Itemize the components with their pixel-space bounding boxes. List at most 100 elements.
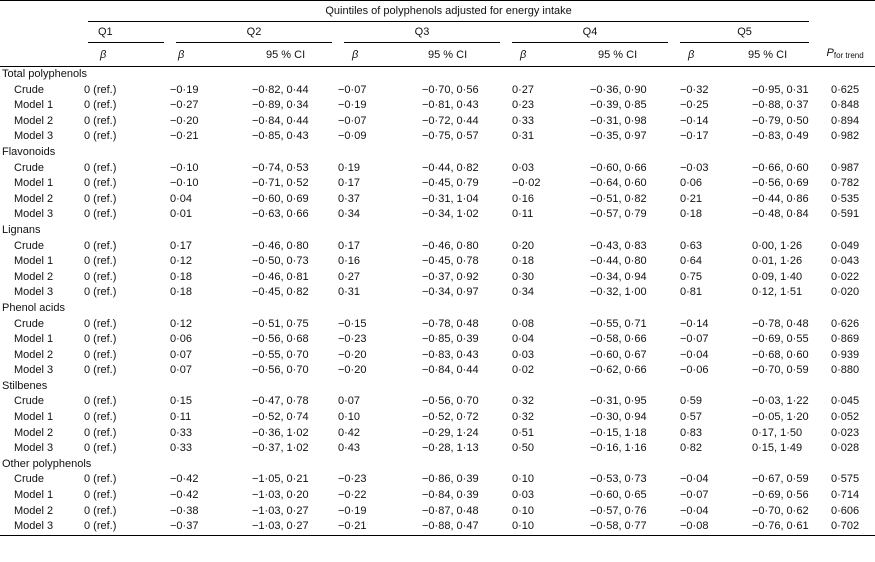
table-row: Crude 0 (ref.) −0·19 −0·82, 0·44 −0·07 −0·70,… (0, 83, 875, 99)
cell-q2ci: −0·46, 0·80 (252, 239, 309, 252)
cell-q2ci: −0·82, 0·44 (252, 83, 309, 96)
table-row: Model 1 0 (ref.) 0·06 −0·56, 0·68 −0·23 −0·85… (0, 332, 875, 348)
cell-q2ci: −0·47, 0·78 (252, 395, 309, 408)
cell-q4b: 0·32 (512, 411, 535, 424)
cell-q4ci: −0·58, 0·77 (570, 519, 674, 536)
cell-q4b: 0·11 (512, 208, 534, 221)
cell-q2b: −0·20 (170, 114, 199, 127)
cell-q3b: −0·19 (338, 99, 367, 112)
cell-q3b: 0·17 (338, 239, 361, 252)
cell-q2ci: −1·03, 0·27 (252, 504, 309, 517)
q1-header: Q1 (88, 22, 164, 43)
cell-q2ci: −0·55, 0·70 (252, 348, 309, 361)
cell-q2ci: −0·46, 0·81 (252, 270, 309, 283)
cell-q2ci: −0·36, 1·02 (252, 426, 309, 439)
table-row: Crude 0 (ref.) −0·10 −0·74, 0·53 0·19 −0·44, … (0, 161, 875, 177)
cell-q3ci: −0·84, 0·44 (422, 364, 479, 377)
cell-q2ci: −0·56, 0·70 (252, 364, 309, 377)
cell-p-trend: 0·591 (831, 208, 860, 221)
cell-p-trend: 0·625 (831, 83, 860, 96)
cell-q5ci: −0·44, 0·86 (752, 192, 809, 205)
cell-q1: 0 (ref.) (84, 255, 117, 268)
cell-q1: 0 (ref.) (84, 442, 117, 455)
cell-q3b: 0·16 (338, 255, 361, 268)
cell-q5ci: −0·88, 0·37 (752, 99, 809, 112)
cell-q4ci: −0·60, 0·65 (590, 489, 647, 502)
cell-q3b: 0·37 (338, 192, 361, 205)
cell-q3b: 0·42 (338, 426, 361, 439)
model-label: Model 2 (14, 192, 54, 205)
cell-q5b: 0·63 (680, 239, 703, 252)
cell-q1: 0 (ref.) (84, 426, 117, 439)
cell-q1: 0 (ref.) (84, 317, 117, 330)
q3-header: Q3 (344, 22, 500, 43)
cell-q4b: 0·50 (512, 442, 535, 455)
cell-q3b: 0·10 (338, 411, 361, 424)
cell-q4ci: −0·60, 0·66 (590, 161, 647, 174)
cell-q3b: 0·17 (338, 177, 361, 190)
cell-q2ci: −1·03, 0·20 (252, 489, 309, 502)
cell-q2ci: −0·60, 0·69 (252, 192, 309, 205)
table-row: Model 2 0 (ref.) 0·18 −0·46, 0·81 0·27 −0·37,… (0, 270, 875, 286)
cell-q2b: 0·04 (170, 192, 193, 205)
cell-q3ci: −0·29, 1·24 (422, 426, 479, 439)
cell-p-trend: 0·023 (831, 426, 860, 439)
cell-q2b: 0·18 (170, 270, 193, 283)
cell-q4ci: −0·31, 0·98 (590, 114, 647, 127)
model-label: Model 3 (14, 364, 54, 377)
group-label: Other polyphenols (2, 457, 92, 470)
cell-q3ci: −0·88, 0·47 (400, 519, 506, 536)
cell-q5ci: −0·70, 0·59 (752, 364, 809, 377)
cell-q4ci: −0·39, 0·85 (590, 99, 647, 112)
cell-q2b: −0·42 (170, 473, 199, 486)
cell-q5b: 0·82 (680, 442, 703, 455)
cell-q4ci: −0·44, 0·80 (590, 255, 647, 268)
cell-q2b: 0·33 (170, 442, 193, 455)
cell-q2ci: −0·71, 0·52 (252, 177, 309, 190)
cell-q5ci: 0·00, 1·26 (752, 239, 803, 252)
cell-q3b: −0·07 (338, 114, 367, 127)
group-label: Total polyphenols (2, 68, 88, 80)
table-row: Model 3 0 (ref.) 0·33 −0·37, 1·02 0·43 −0·28,… (0, 441, 875, 457)
cell-q1: 0 (ref.) (84, 333, 117, 346)
table-row: Crude 0 (ref.) 0·15 −0·47, 0·78 0·07 −0·56, 0… (0, 394, 875, 410)
cell-q2ci: −0·37, 1·02 (252, 442, 309, 455)
cell-q2b: 0·12 (170, 255, 193, 268)
cell-q3ci: −0·45, 0·78 (422, 255, 479, 268)
cell-q4b: 0·20 (512, 239, 535, 252)
q1-beta-header: β (100, 48, 107, 61)
cell-q4ci: −0·30, 0·94 (590, 411, 647, 424)
table-row: Model 2 0 (ref.) 0·33 −0·36, 1·02 0·42 −0·29,… (0, 426, 875, 442)
q3-ci-header: 95 % CI (428, 48, 468, 61)
cell-q3ci: −0·28, 1·13 (422, 442, 479, 455)
cell-q4ci: −0·35, 0·97 (590, 130, 647, 143)
cell-p-trend: 0·869 (831, 333, 860, 346)
cell-q4b: 0·16 (512, 192, 535, 205)
cell-q4ci: −0·15, 1·18 (590, 426, 647, 439)
model-label: Model 1 (14, 333, 54, 346)
cell-p-trend: 0·020 (831, 286, 860, 299)
model-label: Model 2 (14, 348, 54, 361)
cell-q5ci: 0·09, 1·40 (752, 270, 803, 283)
stat-header-row: β β 95 % CI β 95 % CI β 95 % CI β 95 % C… (0, 43, 875, 67)
table-row: Model 3 0 (ref.) 0·01 −0·63, 0·66 0·34 −0·34,… (0, 207, 875, 223)
group-row: Other polyphenols (0, 457, 875, 473)
cell-q1: 0 (ref.) (84, 99, 117, 112)
cell-q2ci: −0·85, 0·43 (252, 130, 309, 143)
cell-q4ci: −0·32, 1·00 (590, 286, 647, 299)
cell-q5b: 0·83 (680, 426, 703, 439)
cell-q5ci: −0·05, 1·20 (752, 411, 809, 424)
cell-q3b: −0·21 (338, 519, 400, 536)
model-label: Model 1 (14, 489, 54, 502)
cell-q2b: 0·11 (170, 411, 192, 424)
q5-ci-header: 95 % CI (748, 48, 788, 61)
cell-q5ci: 0·12, 1·51 (752, 286, 803, 299)
cell-p-trend: 0·714 (831, 489, 860, 502)
cell-q5b: 0·75 (680, 270, 703, 283)
model-label: Model 3 (0, 519, 82, 536)
model-label: Model 1 (14, 255, 54, 268)
cell-q4b: −0·02 (512, 177, 541, 190)
cell-q3ci: −0·85, 0·39 (422, 333, 479, 346)
cell-p-trend: 0·987 (831, 161, 860, 174)
